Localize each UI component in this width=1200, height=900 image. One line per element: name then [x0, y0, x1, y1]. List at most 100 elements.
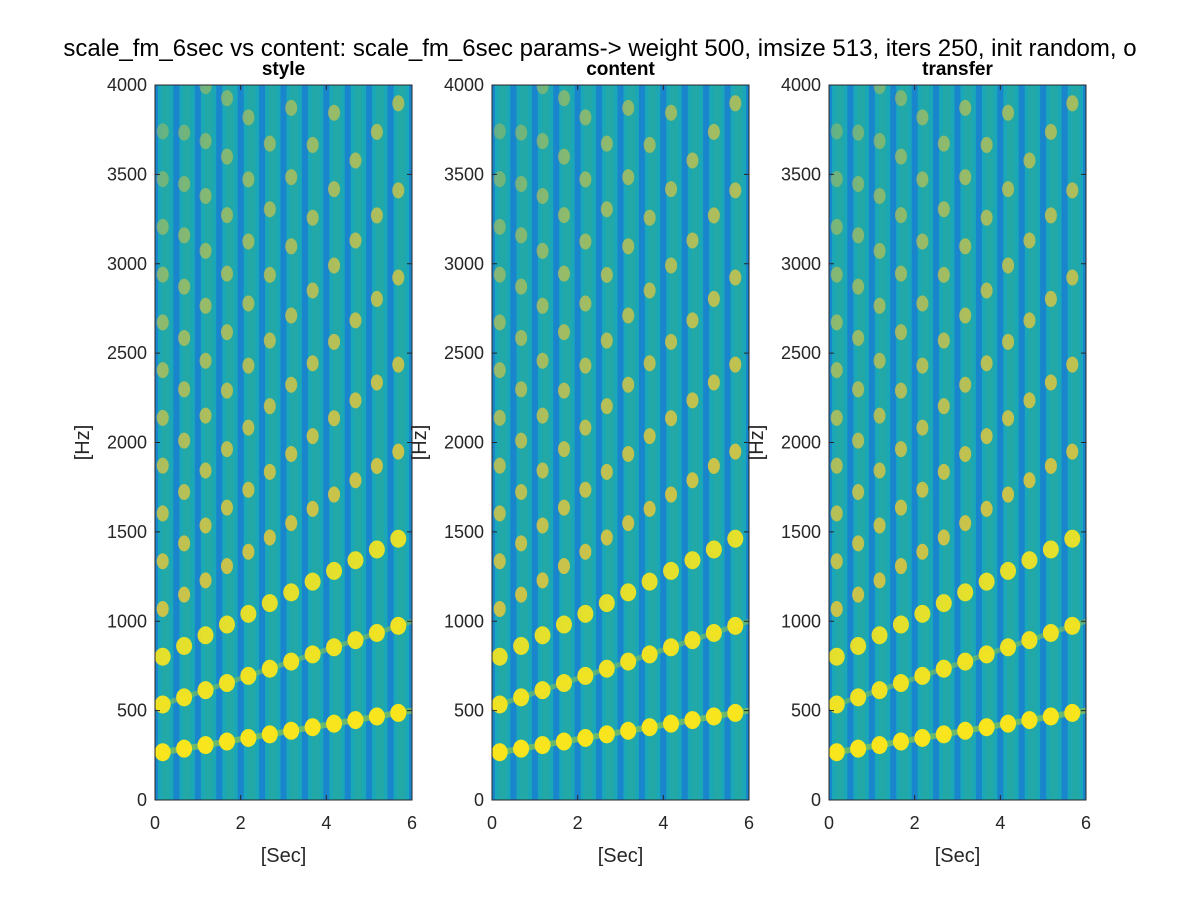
- spectral-column: [397, 85, 406, 800]
- onset-gap-stripe: [510, 85, 517, 800]
- harmonic-blob: [916, 295, 929, 312]
- harmonic-blob: [852, 124, 865, 141]
- harmonic-blob: [178, 175, 191, 192]
- harmonic-blob: [555, 615, 572, 634]
- onset-gap-stripe: [617, 85, 624, 800]
- harmonic-blob: [1002, 486, 1015, 503]
- harmonic-blob: [328, 181, 341, 198]
- harmonic-blob: [347, 551, 364, 570]
- harmonic-blob: [1066, 443, 1079, 460]
- x-tick-label: 6: [407, 813, 417, 833]
- harmonic-blob: [1023, 312, 1036, 329]
- harmonic-blob: [513, 739, 530, 758]
- harmonic-blob: [684, 631, 701, 650]
- harmonic-blob: [980, 136, 993, 153]
- spectral-column: [498, 85, 507, 800]
- harmonic-blob: [220, 207, 233, 224]
- harmonic-blob: [1064, 616, 1081, 635]
- y-tick-label: 2000: [781, 433, 821, 453]
- onset-gap-stripe: [301, 85, 308, 800]
- harmonic-blob: [873, 462, 886, 479]
- harmonic-blob: [493, 600, 506, 617]
- harmonic-blob: [850, 636, 867, 655]
- harmonic-blob: [370, 207, 383, 224]
- harmonic-blob: [328, 257, 341, 274]
- harmonic-blob: [197, 736, 214, 755]
- harmonic-blob: [980, 209, 993, 226]
- harmonic-blob: [178, 278, 191, 295]
- onset-gap-stripe: [660, 85, 667, 800]
- harmonic-blob: [1000, 714, 1017, 733]
- harmonic-blob: [894, 265, 907, 282]
- y-tick-label: 3500: [107, 164, 147, 184]
- harmonic-blob: [729, 356, 742, 373]
- harmonic-blob: [830, 362, 843, 379]
- harmonic-blob: [263, 266, 276, 283]
- harmonic-blob: [1064, 529, 1081, 548]
- harmonic-blob: [894, 441, 907, 458]
- y-axis-label: [Hz]: [72, 425, 94, 461]
- harmonic-blob: [937, 398, 950, 415]
- onset-gap-stripe: [868, 85, 875, 800]
- x-tick-label: 4: [995, 813, 1005, 833]
- harmonic-blob: [263, 529, 276, 546]
- harmonic-blob: [705, 623, 722, 642]
- harmonic-blob: [684, 711, 701, 730]
- harmonic-blob: [515, 329, 528, 346]
- harmonic-blob: [850, 688, 867, 707]
- spectral-column: [712, 85, 721, 800]
- harmonic-blob: [263, 135, 276, 152]
- harmonic-blob: [600, 135, 613, 152]
- harmonic-blob: [492, 695, 508, 714]
- harmonic-blob: [347, 711, 364, 730]
- harmonic-blob: [665, 486, 678, 503]
- harmonic-blob: [622, 445, 635, 462]
- spectral-column: [878, 85, 887, 800]
- onset-gap-stripe: [703, 85, 710, 800]
- harmonic-blob: [622, 376, 635, 393]
- harmonic-blob: [557, 558, 570, 575]
- harmonic-blob: [830, 409, 843, 426]
- harmonic-blob: [178, 227, 191, 244]
- harmonic-blob: [830, 505, 843, 522]
- harmonic-blob: [1042, 623, 1059, 642]
- harmonic-blob: [390, 703, 407, 722]
- harmonic-blob: [156, 409, 169, 426]
- onset-gap-stripe: [1061, 85, 1068, 800]
- spectral-column: [670, 85, 679, 800]
- harmonic-blob: [261, 594, 278, 613]
- harmonic-blob: [220, 324, 233, 341]
- harmonic-blob: [178, 432, 191, 449]
- onset-gap-stripe: [366, 85, 373, 800]
- harmonic-blob: [1044, 457, 1057, 474]
- harmonic-blob: [916, 481, 929, 498]
- harmonic-blob: [914, 604, 931, 623]
- onset-gap-stripe: [323, 85, 330, 800]
- harmonic-blob: [220, 558, 233, 575]
- harmonic-blob: [326, 638, 343, 657]
- harmonic-blob: [937, 332, 950, 349]
- harmonic-blob: [197, 626, 214, 645]
- harmonic-blob: [199, 242, 212, 259]
- harmonic-blob: [894, 148, 907, 165]
- harmonic-blob: [830, 600, 843, 617]
- harmonic-blob: [156, 218, 169, 235]
- harmonic-blob: [852, 227, 865, 244]
- harmonic-blob: [894, 382, 907, 399]
- harmonic-blob: [598, 594, 615, 613]
- onset-gap-stripe: [724, 85, 731, 800]
- harmonic-blob: [959, 99, 972, 116]
- harmonic-blob: [199, 85, 212, 95]
- harmonic-blob: [830, 123, 843, 140]
- harmonic-blob: [1066, 182, 1079, 199]
- harmonic-blob: [156, 362, 169, 379]
- harmonic-blob: [156, 505, 169, 522]
- harmonic-blob: [957, 652, 974, 671]
- harmonic-blob: [220, 382, 233, 399]
- onset-gap-stripe: [1018, 85, 1025, 800]
- harmonic-blob: [536, 187, 549, 204]
- harmonic-blob: [492, 743, 508, 762]
- harmonic-blob: [513, 688, 530, 707]
- harmonic-blob: [218, 732, 235, 751]
- harmonic-blob: [370, 374, 383, 391]
